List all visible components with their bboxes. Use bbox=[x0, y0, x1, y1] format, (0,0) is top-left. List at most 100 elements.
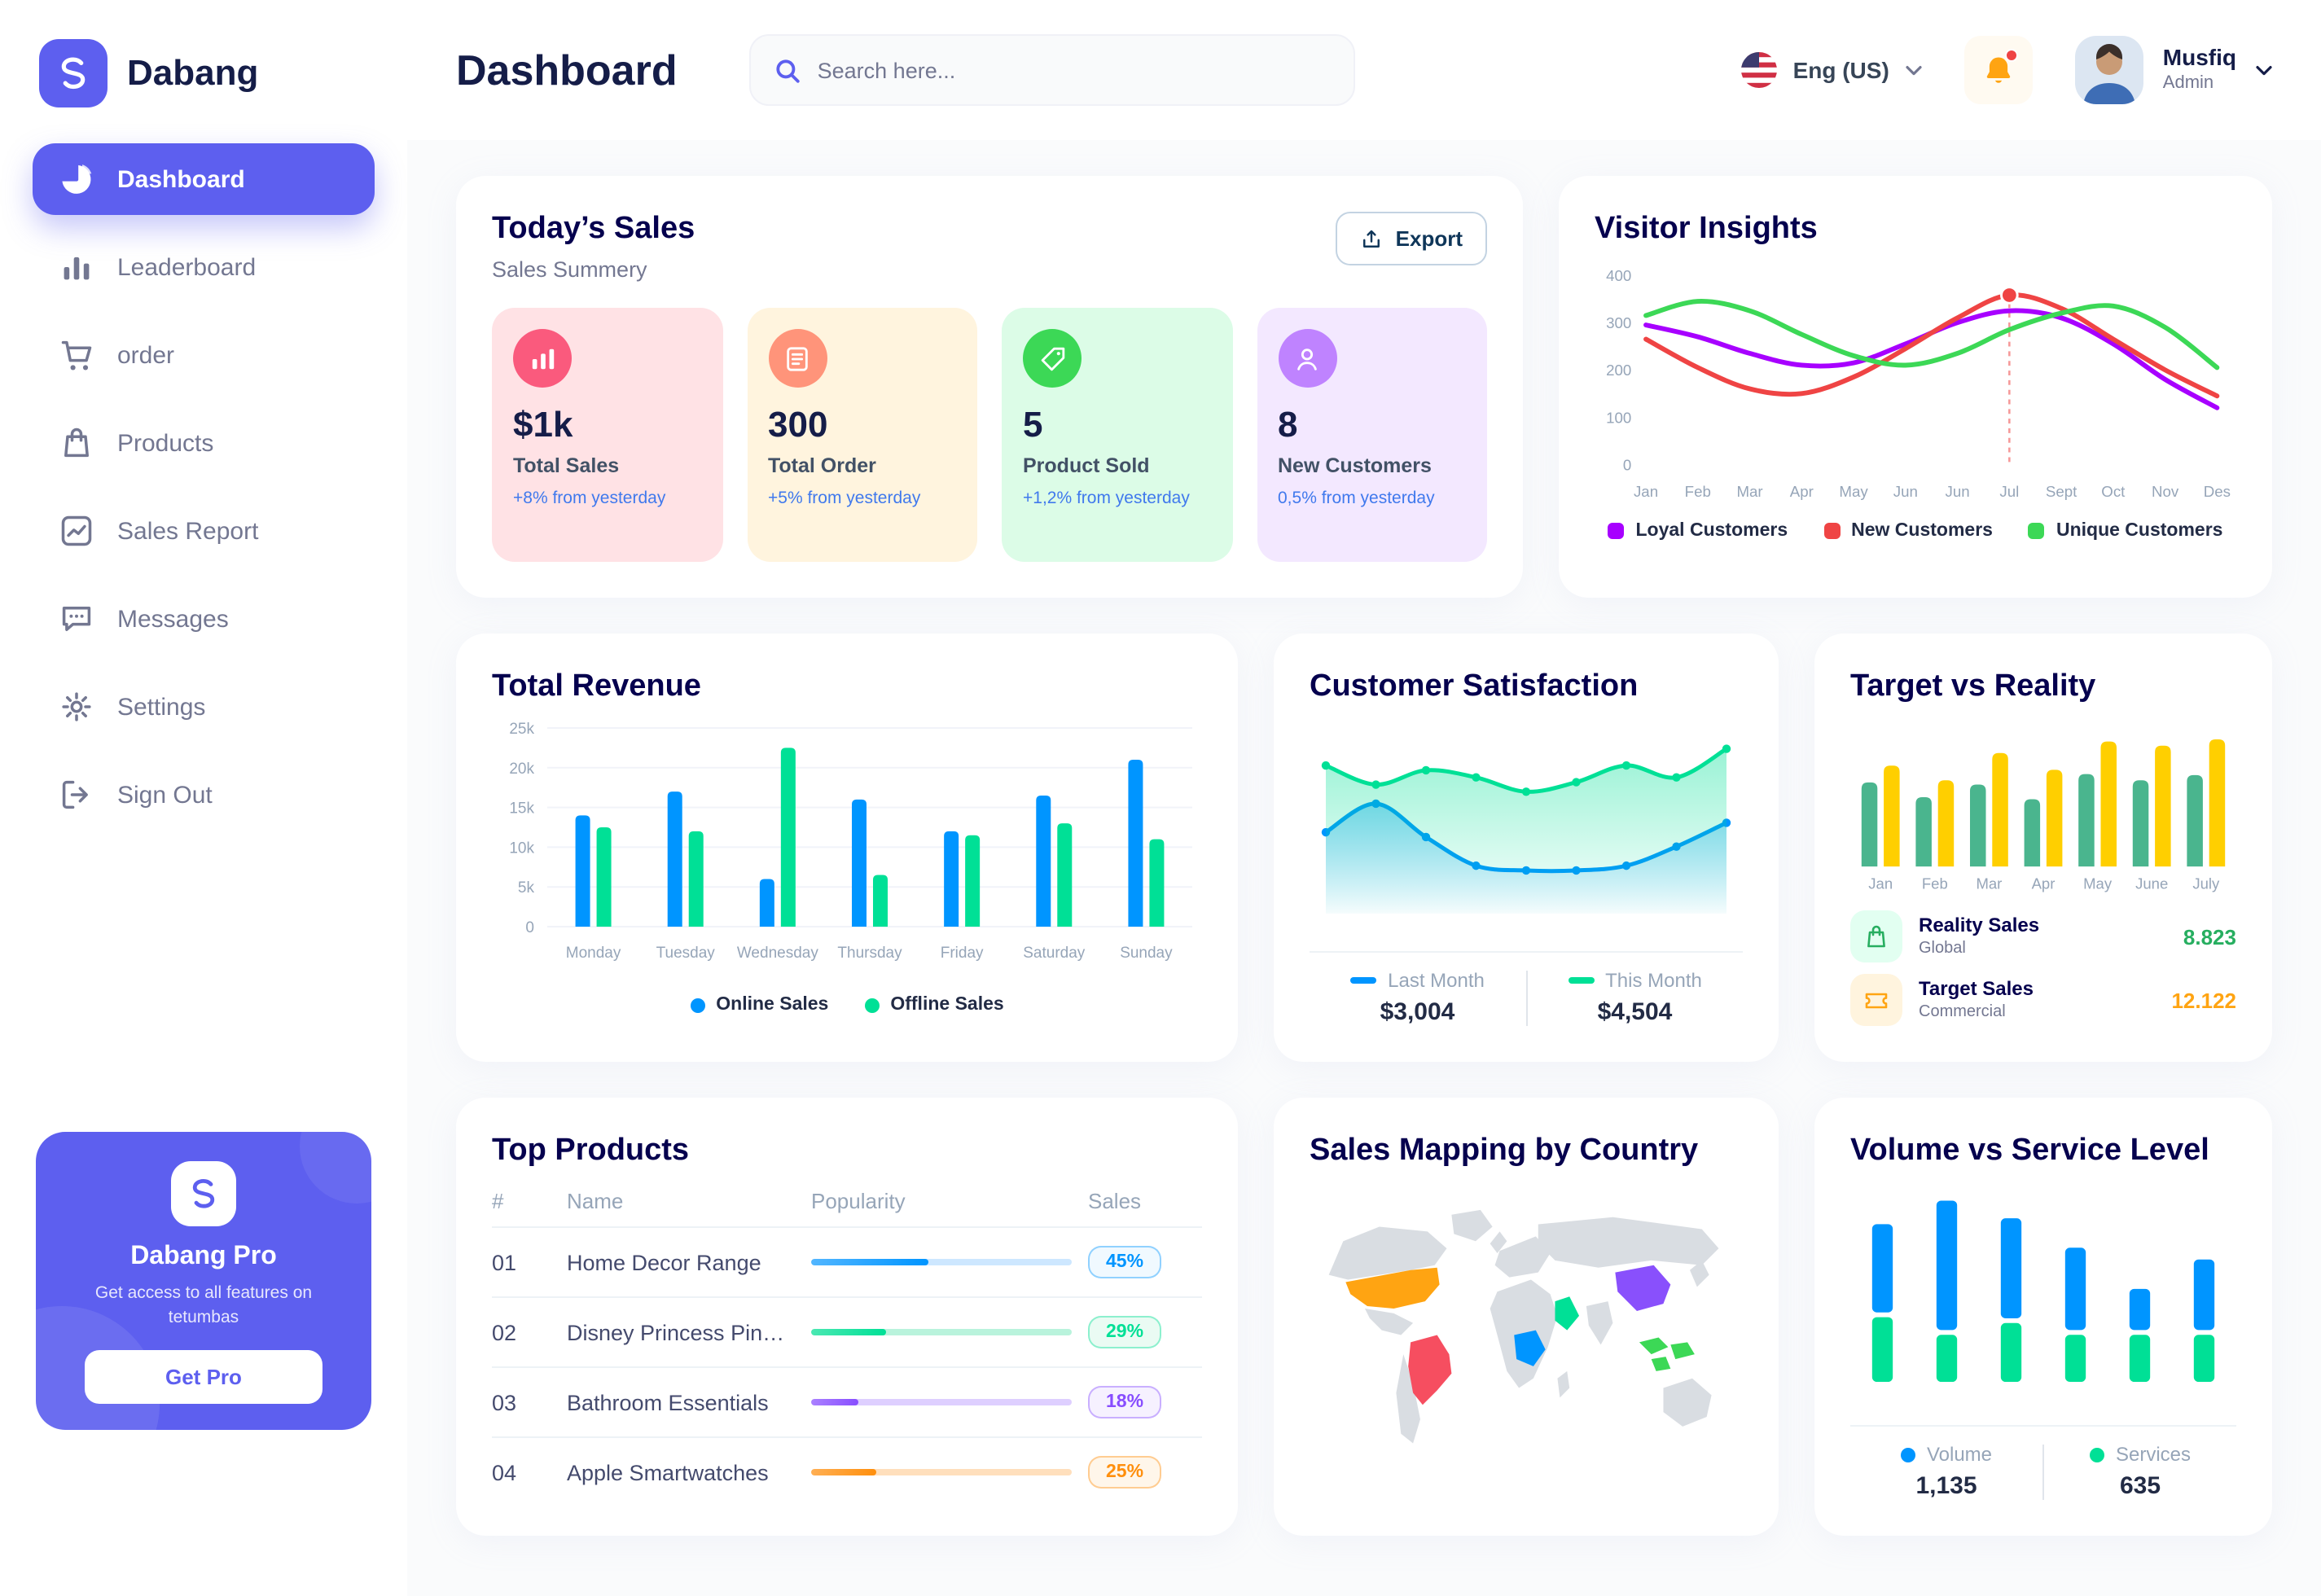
sidebar-item-label: order bbox=[117, 341, 175, 369]
sidebar-item-label: Sign Out bbox=[117, 781, 213, 809]
sidebar-item-leaderboard[interactable]: Leaderboard bbox=[33, 231, 375, 303]
search-input[interactable] bbox=[817, 58, 1331, 82]
user-menu[interactable]: Musfiq Admin bbox=[2074, 36, 2272, 104]
this-month-legend-icon bbox=[1568, 977, 1595, 984]
sidebar-item-dashboard[interactable]: Dashboard bbox=[33, 143, 375, 215]
stat-value: 300 bbox=[768, 404, 828, 445]
product-rank: 02 bbox=[492, 1320, 517, 1344]
summary-value: 12.122 bbox=[2171, 988, 2236, 1012]
sidebar-item-label: Leaderboard bbox=[117, 253, 257, 281]
notifications-button[interactable] bbox=[1963, 36, 2033, 104]
search-box[interactable] bbox=[748, 34, 1355, 106]
svg-text:5k: 5k bbox=[518, 879, 535, 897]
pro-card-title: Dabang Pro bbox=[130, 1242, 277, 1270]
legend-swatch bbox=[864, 998, 880, 1012]
product-rank: 03 bbox=[492, 1390, 517, 1414]
legend-label: Offline Sales bbox=[890, 995, 1004, 1015]
svg-text:June: June bbox=[2135, 875, 2168, 892]
sidebar-item-messages[interactable]: Messages bbox=[33, 583, 375, 655]
world-map-svg bbox=[1328, 1209, 1719, 1444]
country-china[interactable] bbox=[1615, 1265, 1671, 1311]
svg-text:Mar: Mar bbox=[1736, 483, 1762, 500]
legend-item: Loyal Customers bbox=[1608, 521, 1788, 541]
sidebar-item-label: Messages bbox=[117, 605, 229, 633]
sidebar-item-order[interactable]: order bbox=[33, 319, 375, 391]
sales-badge: 18% bbox=[1088, 1386, 1162, 1418]
country-united-states[interactable] bbox=[1345, 1267, 1440, 1309]
order-list-icon bbox=[768, 329, 827, 388]
popularity-bar bbox=[811, 1469, 1072, 1475]
avatar bbox=[2074, 36, 2143, 104]
sales-mapping-title: Sales Mapping by Country bbox=[1310, 1133, 1699, 1168]
column-header: Sales bbox=[1088, 1189, 1142, 1213]
svg-text:Monday: Monday bbox=[566, 945, 621, 962]
total-revenue-title: Total Revenue bbox=[492, 669, 701, 704]
svg-text:25k: 25k bbox=[509, 721, 534, 738]
dabang-logo-icon bbox=[39, 39, 107, 107]
row-1: Today’s Sales Sales Summery Export $1k T bbox=[456, 176, 2272, 598]
sidebar-item-sign-out[interactable]: Sign Out bbox=[33, 759, 375, 831]
country-congo[interactable] bbox=[1514, 1330, 1546, 1366]
dabang-pro-icon bbox=[171, 1160, 236, 1226]
legend-item: Online Sales bbox=[690, 995, 828, 1015]
sales-badge: 45% bbox=[1088, 1246, 1162, 1278]
sidebar-item-settings[interactable]: Settings bbox=[33, 671, 375, 743]
volume-label: Volume bbox=[1926, 1443, 1993, 1466]
row-2: Total Revenue 0 5k 10k 15k 20k 25k Monday Tuesd… bbox=[456, 634, 2272, 1062]
header: Dashboard Eng (US) bbox=[407, 0, 2321, 140]
sidebar-item-label: Sales Report bbox=[117, 517, 259, 545]
svg-text:100: 100 bbox=[1606, 409, 1631, 426]
total-revenue-chart: 0 5k 10k 15k 20k 25k Monday Tuesday Wednesday Thu… bbox=[509, 721, 1192, 962]
svg-text:Apr: Apr bbox=[2032, 875, 2056, 892]
language-label: Eng (US) bbox=[1792, 57, 1889, 83]
sidebar-item-sales-report[interactable]: Sales Report bbox=[33, 495, 375, 567]
chevron-down-icon bbox=[1906, 64, 1922, 76]
pro-card-subtitle: Get access to all features on tetumbas bbox=[94, 1282, 313, 1327]
sidebar-item-products[interactable]: Products bbox=[33, 407, 375, 479]
language-selector[interactable]: Eng (US) bbox=[1740, 52, 1922, 88]
tag-check-icon bbox=[1023, 329, 1082, 388]
svg-text:Saturday: Saturday bbox=[1023, 945, 1086, 962]
visitor-insights-card: Visitor Insights 0 100 200 300 400 Jan Feb Mar A… bbox=[1559, 176, 2272, 598]
ticket-icon bbox=[1850, 974, 1902, 1026]
sidebar-menu: Dashboard Leaderboard order Products Sal… bbox=[33, 143, 375, 831]
bag-icon bbox=[59, 425, 94, 461]
sales-stats: $1k Total Sales +8% from yesterday 300 T… bbox=[492, 308, 1487, 562]
country-indonesia[interactable] bbox=[1639, 1337, 1695, 1371]
top-products-card: Top Products # Name Popularity Sales 01 … bbox=[456, 1098, 1238, 1536]
stat-total-order: 300 Total Order +5% from yesterday bbox=[747, 308, 977, 562]
sales-mapping-card: Sales Mapping by Country bbox=[1274, 1098, 1779, 1536]
chevron-down-icon bbox=[2256, 64, 2272, 76]
svg-text:Jan: Jan bbox=[1868, 875, 1893, 892]
region-uk bbox=[1490, 1230, 1507, 1253]
get-pro-button[interactable]: Get Pro bbox=[85, 1350, 322, 1404]
last-month-stat: Last Month $3,004 bbox=[1310, 969, 1525, 1026]
svg-text:May: May bbox=[1839, 483, 1868, 500]
notification-dot bbox=[2004, 49, 2018, 62]
country-brazil[interactable] bbox=[1408, 1335, 1452, 1405]
target-sales-summary: Target Sales Commercial 12.122 bbox=[1850, 974, 2236, 1026]
legend-swatch bbox=[690, 998, 705, 1012]
summary-text: Target Sales Commercial bbox=[1919, 976, 2155, 1023]
bag-icon bbox=[1850, 910, 1902, 962]
visitor-insights-title: Visitor Insights bbox=[1595, 212, 1818, 246]
sales-badge: 29% bbox=[1088, 1316, 1162, 1348]
stat-delta: 0,5% from yesterday bbox=[1278, 489, 1435, 508]
todays-sales-card: Today’s Sales Sales Summery Export $1k T bbox=[456, 176, 1523, 598]
column-header: Name bbox=[567, 1189, 624, 1213]
volume-value: 1,135 bbox=[1915, 1472, 1977, 1500]
this-month-value: $4,504 bbox=[1597, 998, 1673, 1026]
volume-stat: Volume 1,135 bbox=[1850, 1443, 2042, 1500]
country-saudi-arabia[interactable] bbox=[1555, 1296, 1580, 1331]
region-madagascar bbox=[1557, 1370, 1570, 1397]
volume-vs-service-card: Volume vs Service Level Volume 1,135 Ser… bbox=[1814, 1098, 2272, 1536]
volume-legend-icon bbox=[1900, 1447, 1915, 1462]
svg-text:Sept: Sept bbox=[2046, 483, 2077, 500]
export-button[interactable]: Export bbox=[1335, 212, 1487, 265]
stat-new-customers: 8 New Customers 0,5% from yesterday bbox=[1257, 308, 1487, 562]
legend-swatch bbox=[2028, 523, 2045, 539]
bar-chart-icon bbox=[59, 249, 94, 285]
region-japan bbox=[1689, 1260, 1709, 1287]
legend-swatch bbox=[1823, 523, 1841, 539]
